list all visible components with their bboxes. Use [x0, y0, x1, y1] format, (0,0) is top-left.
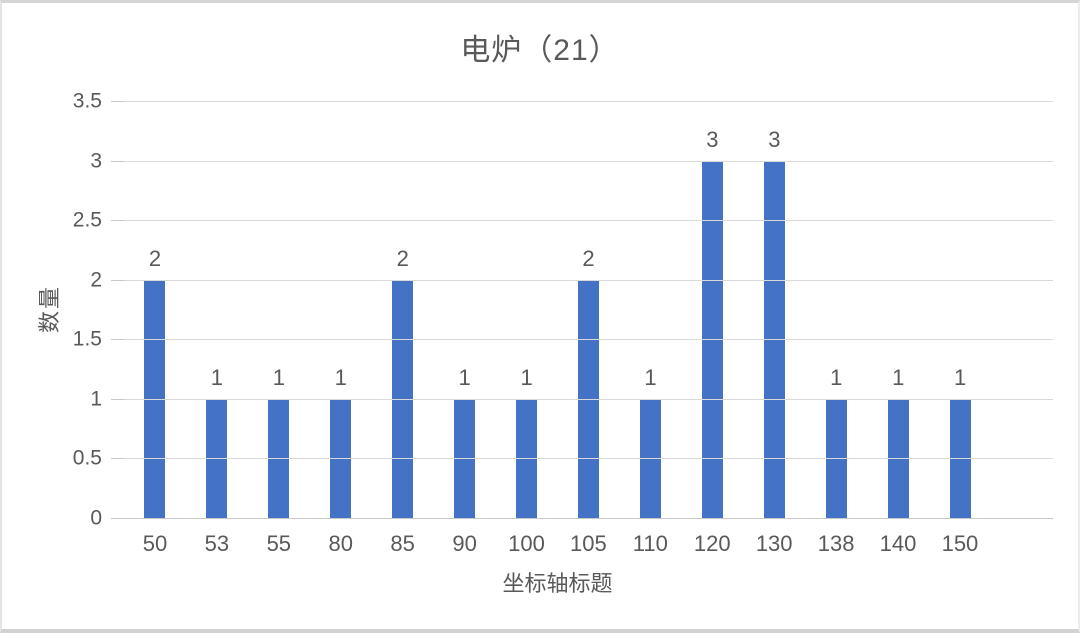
x-axis-tick-label: 150 — [941, 531, 979, 556]
bar-value-label: 1 — [272, 364, 285, 390]
gridline-y-3.5 — [124, 101, 1053, 102]
x-axis-tick-label: 120 — [693, 531, 731, 556]
bar-slot-85: 2 — [372, 101, 434, 518]
bar-55 — [268, 398, 290, 518]
bar-slot-110: 1 — [620, 101, 682, 518]
bar-130 — [763, 160, 785, 518]
x-axis-tick-label: 50 — [142, 531, 168, 556]
y-axis-tick-label: 3 — [90, 149, 102, 173]
y-axis-tick-label: 1.5 — [72, 327, 102, 351]
bar-slot-100: 1 — [496, 101, 558, 518]
y-axis-tick-label: 2.5 — [72, 208, 102, 232]
bar-90 — [454, 398, 476, 518]
bar-value-label: 2 — [148, 245, 162, 271]
x-axis-tick-label: 53 — [204, 531, 230, 556]
x-axis-tick-label: 138 — [817, 531, 855, 556]
y-tick-mark-2 — [111, 279, 124, 281]
bar-value-label: 2 — [396, 245, 409, 271]
x-axis-tick-label: 55 — [266, 531, 292, 556]
bar-slot-53: 1 — [186, 101, 248, 518]
bar-value-label: 1 — [520, 364, 533, 390]
x-axis-tick-label: 130 — [755, 531, 793, 556]
gridline-y-0.5 — [124, 458, 1053, 460]
bar-slot-90: 1 — [434, 101, 496, 518]
bar-100 — [516, 398, 538, 518]
y-axis-tick-label: 1 — [90, 387, 102, 411]
bar-110 — [639, 398, 661, 518]
bar-slot-150: 1 — [929, 101, 991, 518]
bar-value-label: 3 — [768, 126, 781, 152]
y-axis-labels: 0 0.5 1 1.5 2 2.5 3 3.5 — [2, 91, 124, 529]
bar-slot-140: 1 — [867, 101, 929, 518]
bar-value-label: 1 — [458, 364, 471, 390]
x-axis-tick-label: 110 — [632, 531, 668, 556]
y-axis-tick-label: 2 — [90, 268, 102, 292]
chart-title: 电炉（21） — [460, 34, 620, 67]
y-tick-mark-3 — [111, 160, 124, 162]
x-axis-tick-label: 140 — [879, 531, 917, 556]
bar-slot-80: 1 — [310, 101, 372, 518]
bar-value-label: 2 — [582, 245, 595, 271]
x-axis-labels: 50 53 55 80 85 90 100 105 110 120 130 138 140 150 — [124, 533, 991, 555]
y-tick-mark-2.5 — [111, 220, 124, 222]
bar-150 — [949, 398, 971, 518]
x-axis-tick-label: 90 — [452, 531, 477, 556]
bar-140 — [887, 398, 909, 518]
bar-slot-55: 1 — [248, 101, 310, 518]
bar-slot-130: 3 — [743, 101, 805, 518]
x-axis-tick-label: 85 — [390, 531, 415, 556]
y-axis-tick-label: 0.5 — [72, 446, 102, 470]
plot-area: 2 1 1 1 2 1 1 2 1 3 3 1 1 1 — [111, 101, 1053, 519]
bar-value-label: 3 — [706, 126, 719, 152]
y-tick-mark-0 — [111, 518, 124, 519]
bar-value-label: 1 — [954, 364, 967, 390]
bar-138 — [825, 398, 847, 518]
bar-120 — [701, 160, 723, 518]
bar-value-label: 1 — [334, 364, 347, 390]
bar-value-label: 1 — [210, 364, 224, 390]
bar-slot-138: 1 — [805, 101, 867, 518]
y-tick-mark-3.5 — [111, 101, 124, 102]
gridline-y-1.5 — [124, 339, 1053, 341]
bar-slot-105: 2 — [558, 101, 620, 518]
y-tick-mark-1 — [111, 398, 124, 400]
y-axis-tick-label: 0 — [90, 506, 102, 530]
y-tick-mark-1.5 — [111, 339, 124, 341]
bar-value-label: 1 — [830, 364, 843, 390]
x-axis-tick-label: 80 — [328, 531, 353, 556]
bar-slot-50: 2 — [124, 101, 186, 518]
gridline-y-3 — [124, 160, 1053, 162]
bar-value-label: 1 — [644, 364, 657, 390]
gridline-y-2.5 — [124, 220, 1053, 222]
bar-slot-120: 3 — [681, 101, 743, 518]
bar-80 — [330, 398, 352, 518]
bar-value-label: 1 — [892, 364, 905, 390]
gridline-y-1 — [124, 398, 1053, 400]
y-tick-mark-0.5 — [111, 458, 124, 460]
gridline-y-2 — [124, 279, 1053, 281]
bar-53 — [206, 398, 228, 518]
x-axis-tick-label: 105 — [570, 531, 607, 556]
bars-region: 2 1 1 1 2 1 1 2 1 3 3 1 1 1 — [124, 101, 991, 518]
x-axis-tick-label: 100 — [508, 531, 545, 556]
y-axis-tick-label: 3.5 — [72, 89, 102, 113]
x-axis-title: 坐标轴标题 — [502, 571, 613, 596]
